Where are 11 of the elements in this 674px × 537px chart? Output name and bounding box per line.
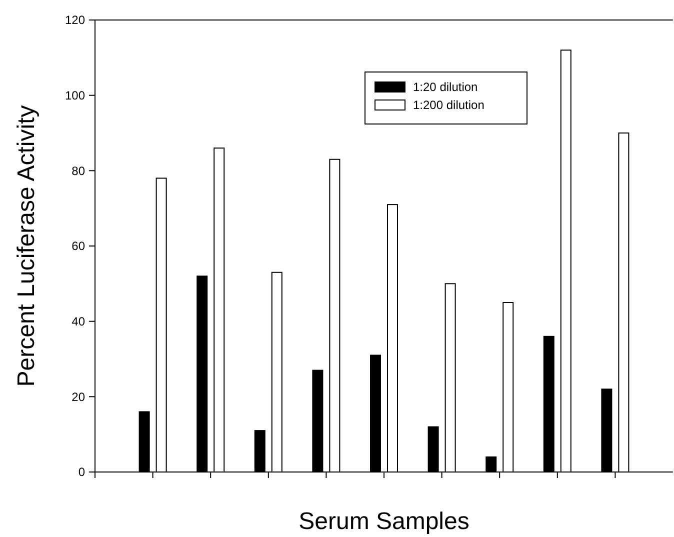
y-tick-label: 40 (72, 314, 86, 329)
y-tick-label: 20 (72, 390, 86, 404)
legend-label: 1:20 dilution (413, 80, 478, 94)
y-tick-label: 60 (72, 239, 86, 254)
y-tick-label: 0 (78, 465, 86, 480)
legend-label: 1:200 dilution (413, 98, 484, 112)
y-tick-label: 80 (72, 164, 86, 178)
y-tick-label: 100 (64, 88, 86, 103)
x-axis-title: Serum Samples (298, 508, 470, 535)
y-axis-title: Percent Luciferase Activity (13, 105, 40, 387)
y-tick-label: 120 (64, 13, 86, 28)
